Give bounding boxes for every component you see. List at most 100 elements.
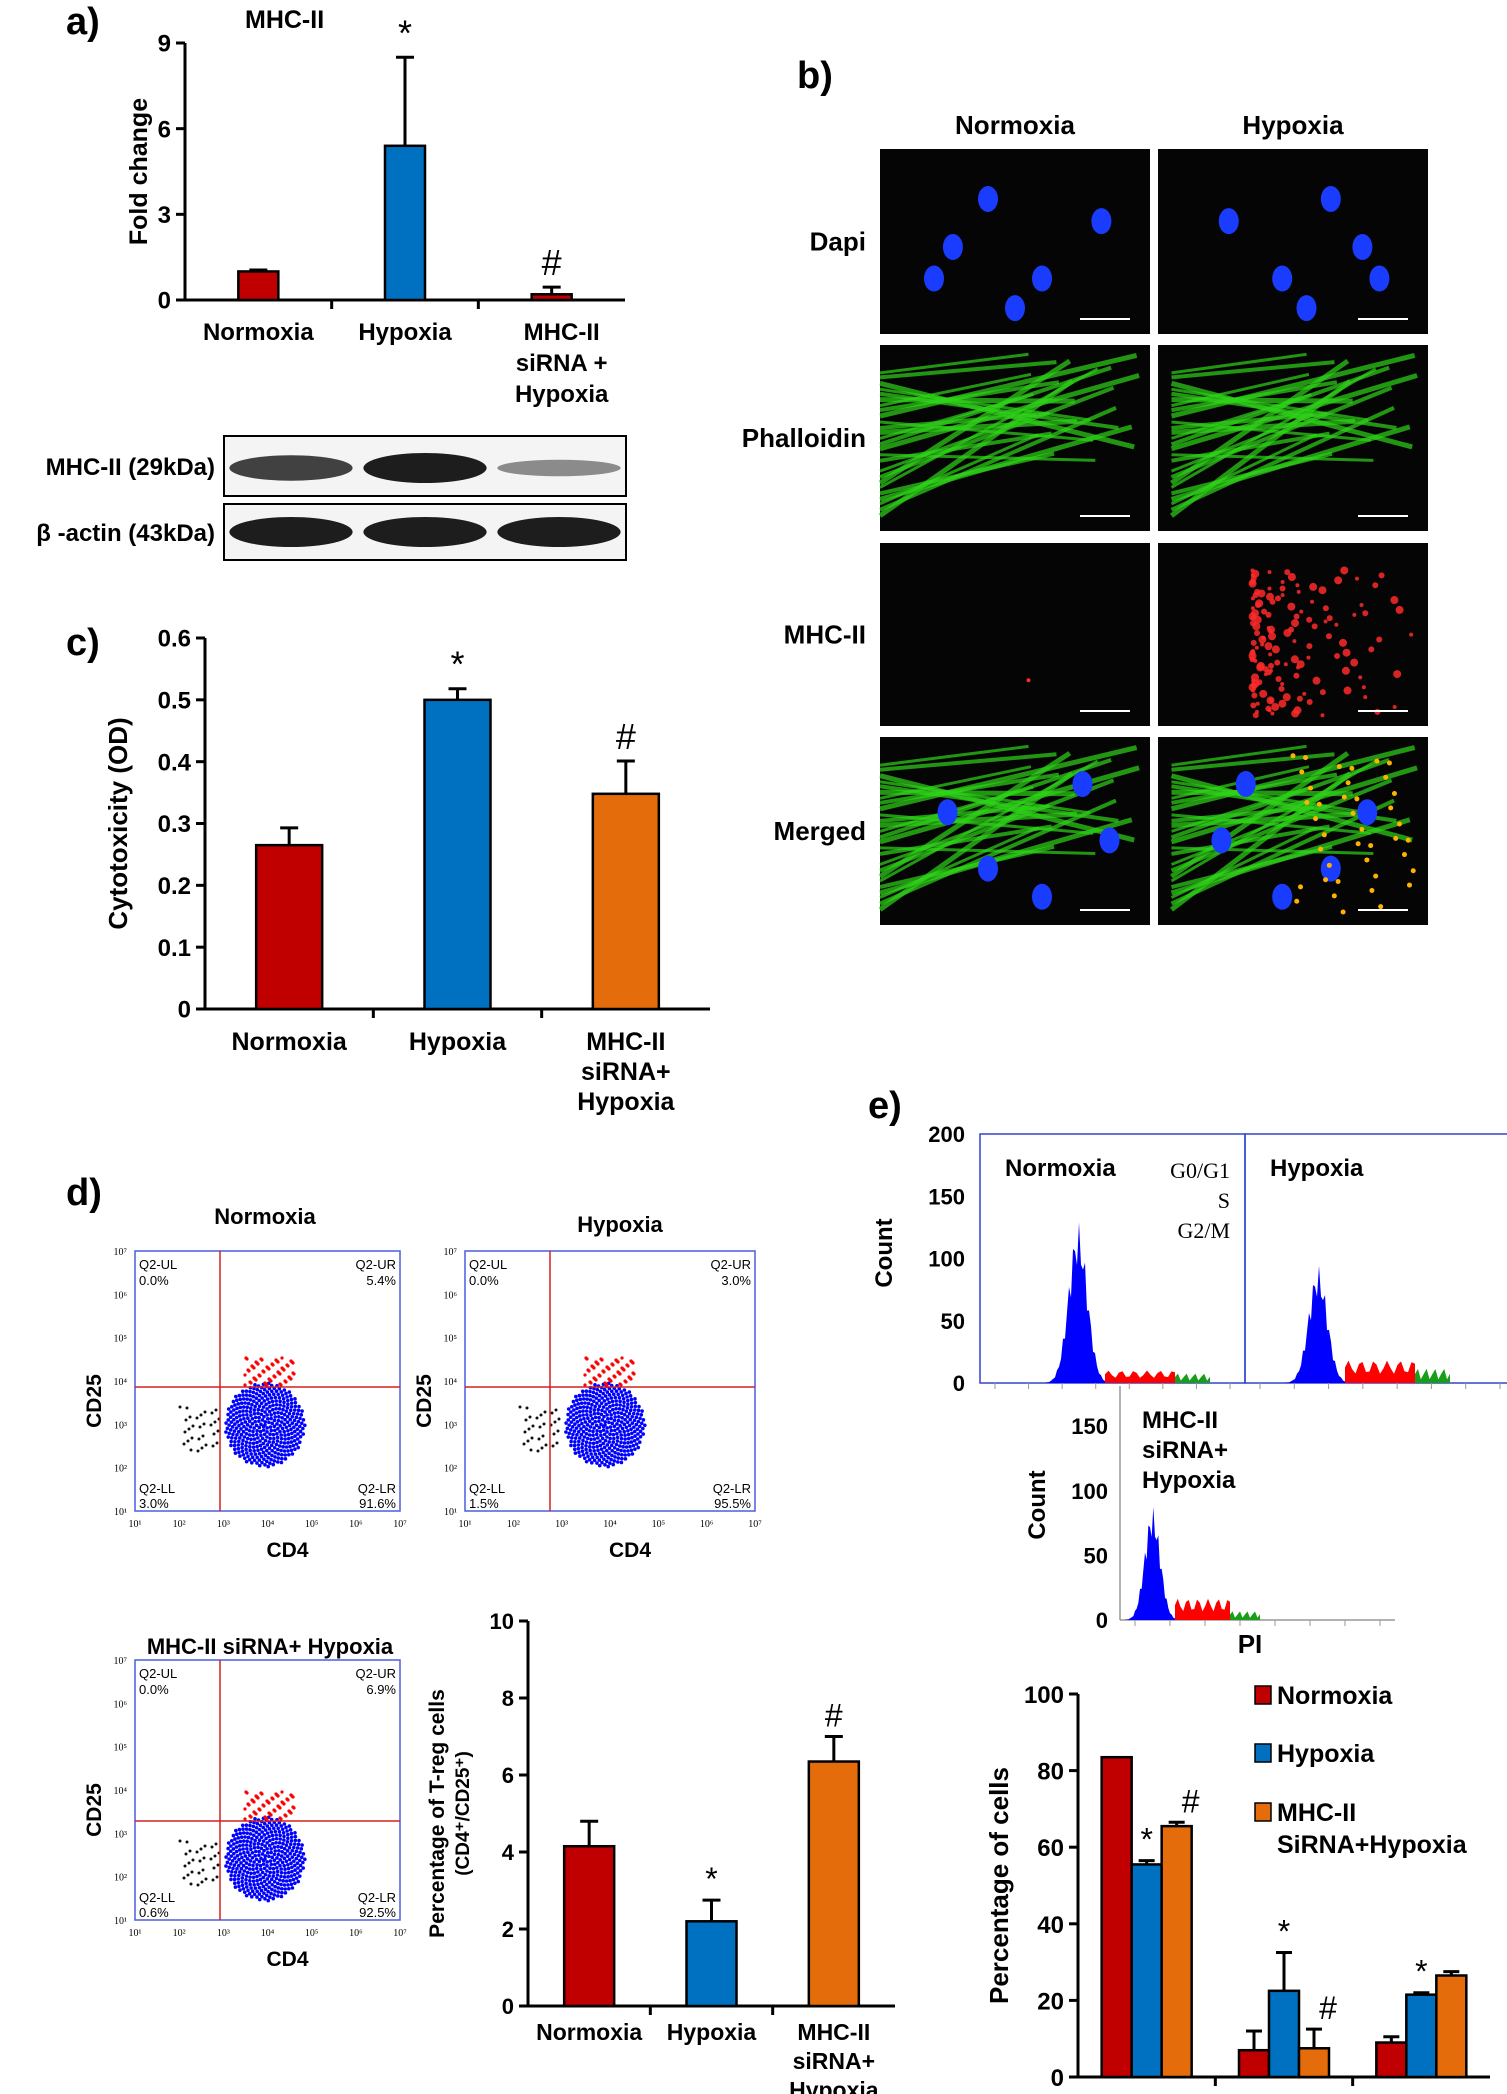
flow-dot [643,1423,647,1428]
flow-dot [636,1445,641,1450]
micrograph-phalloidin-hypoxia [1158,345,1428,531]
merged-dot [1313,816,1319,822]
flow-x-tick-label: 10⁶ [349,1928,363,1939]
actin-fiber [1170,352,1416,419]
flow-dot [269,1428,274,1433]
mhc-dot [1262,666,1269,673]
category-label: Hypoxia [515,381,609,408]
legend-swatch [1254,1685,1272,1705]
flow-dot [639,1421,644,1426]
flow-dot [255,1821,260,1826]
flow-dot [236,1429,241,1434]
flow-dot [275,1435,280,1440]
flow-dot [619,1448,623,1453]
flow-dot [298,1416,302,1421]
flow-dot [255,1874,259,1879]
mhc-dot [1320,713,1325,718]
flow-dot [565,1426,570,1431]
flow-dot [615,1422,619,1426]
flow-dot [229,1420,234,1424]
category-label: Hypoxia [577,1088,675,1116]
flow-dot [252,1845,257,1850]
flow-dot [241,1452,246,1457]
flow-dot [199,1413,203,1417]
flow-dot [622,1422,627,1427]
flow-dot [287,1857,292,1862]
y-tick-label: 0.6 [158,626,191,653]
flow-dot [609,1443,614,1448]
flow-dot [262,1879,267,1884]
flow-dot [579,1401,584,1405]
mhc-dot [1358,675,1363,680]
flow-dot [256,1362,260,1366]
flow-dot [256,1845,260,1850]
actin-fiber [879,826,1039,899]
flow-dot [203,1844,207,1848]
flow-dot [251,1394,256,1399]
flow-dot [572,1443,577,1448]
flow-dot [293,1831,297,1835]
flow-dot [539,1413,543,1417]
flow-dot [289,1377,293,1381]
micrograph-background [880,543,1150,726]
flow-dot [292,1418,297,1423]
flow-dot [234,1394,238,1399]
flow-dot [296,1432,300,1436]
mhc-dot [1250,616,1255,621]
flow-dot [247,1803,251,1807]
histogram-s-phase [1175,1598,1230,1620]
flow-dot [245,1423,250,1427]
histogram-g0g1-peak [1125,1506,1175,1620]
flow-dot [618,1403,622,1407]
flow-dot [609,1457,613,1462]
flow-dot [294,1442,299,1446]
flow-dot [237,1884,241,1889]
flow-dot [262,1848,266,1853]
flow-dot [585,1405,590,1410]
flow-dot [600,1418,605,1422]
flow-dot [612,1411,617,1415]
flow-dot [605,1413,609,1417]
flow-dot [250,1402,254,1407]
flow-dot [250,1836,254,1841]
flow-dot [593,1415,598,1420]
flow-y-tick-label: 10⁶ [444,1290,458,1301]
flow-dot [564,1430,568,1434]
flow-dot [622,1412,627,1417]
flow-dot [227,1857,231,1861]
nucleus [1357,799,1378,826]
flow-dot [291,1361,295,1365]
nucleus [1369,265,1390,292]
flow-dot [256,1448,260,1453]
flow-dot [621,1397,626,1401]
flow-dot [268,1404,272,1409]
flow-dot [276,1860,280,1865]
flow-dot [247,1433,252,1437]
flow-dot [202,1422,206,1426]
flow-dot [242,1435,247,1439]
flow-dot [185,1840,189,1844]
flow-dot [602,1432,607,1437]
flow-dot [615,1432,619,1436]
flow-dot [245,1357,249,1361]
flow-dot [198,1425,202,1429]
flow-dot [231,1833,236,1838]
bar-hypoxia [423,698,492,1011]
flow-dot [281,1397,286,1401]
flow-dot [244,1431,249,1436]
flow-dot [293,1447,297,1451]
flow-dot [243,1854,248,1858]
flow-dot [615,1435,620,1440]
flow-dot [278,1399,282,1404]
actin-fiber [879,784,1119,823]
flow-dot [284,1425,289,1430]
flow-dot [601,1424,606,1429]
flow-dot [244,1823,249,1827]
flow-dot [285,1840,290,1844]
actin-fiber [1171,453,1374,462]
y-tick-label: 0 [1051,2065,1064,2092]
flow-dot [268,1895,272,1900]
micrograph-mhcii-normoxia [880,543,1150,726]
flow-dot [256,1436,260,1440]
flow-dot [274,1840,278,1845]
